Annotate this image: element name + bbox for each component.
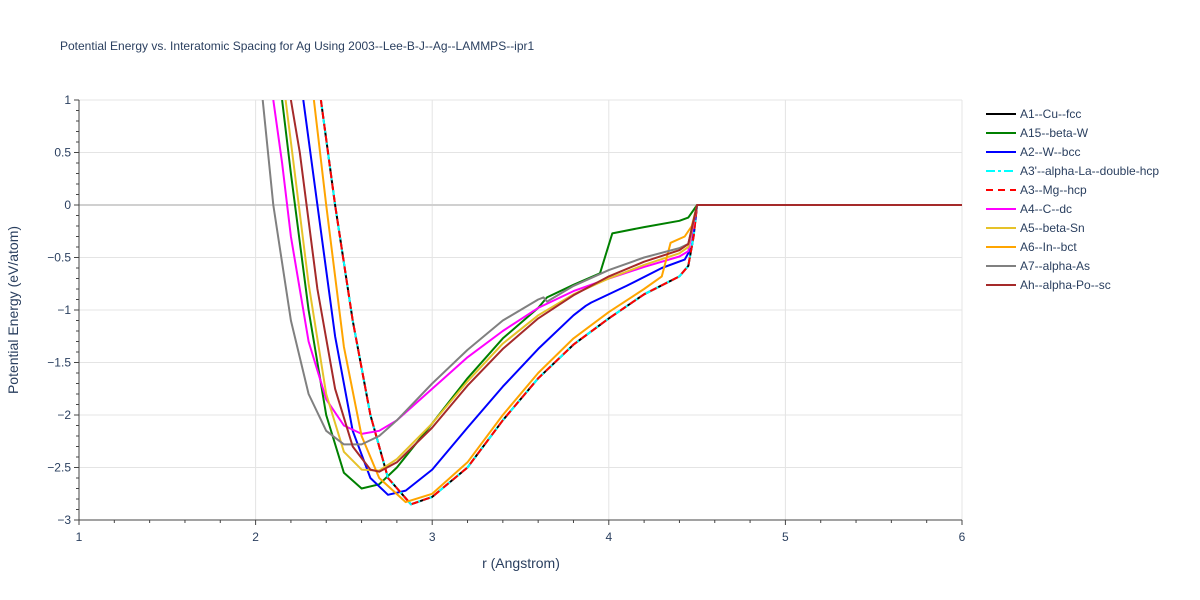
legend-item[interactable]: A5--beta-Sn <box>986 221 1085 235</box>
legend-item[interactable]: A15--beta-W <box>986 126 1089 140</box>
series-line-6[interactable] <box>284 100 962 472</box>
chart-title: Potential Energy vs. Interatomic Spacing… <box>60 39 535 53</box>
legend-item[interactable]: Ah--alpha-Po--sc <box>986 278 1111 292</box>
x-tick-label: 2 <box>252 530 259 544</box>
y-tick-label: −1 <box>57 303 71 317</box>
legend-item[interactable]: A6--In--bct <box>986 240 1077 254</box>
series-line-5[interactable] <box>272 100 962 435</box>
plot-area[interactable] <box>261 100 962 506</box>
legend-label: A6--In--bct <box>1020 240 1077 254</box>
legend-label: A3--Mg--hcp <box>1020 183 1087 197</box>
y-tick-label: −0.5 <box>47 251 71 265</box>
legend-item[interactable]: A3'--alpha-La--double-hcp <box>986 164 1159 178</box>
y-tick-label: 0.5 <box>54 146 71 160</box>
y-tick-label: 1 <box>64 93 71 107</box>
legend-item[interactable]: A3--Mg--hcp <box>986 183 1087 197</box>
x-tick-label: 5 <box>782 530 789 544</box>
legend-label: A2--W--bcc <box>1020 145 1080 159</box>
legend-label: A5--beta-Sn <box>1020 221 1085 235</box>
series-line-9[interactable] <box>289 100 962 473</box>
legend[interactable]: A1--Cu--fcc A15--beta-W A2--W--bcc A3'--alp… <box>986 107 1159 292</box>
legend-item[interactable]: A1--Cu--fcc <box>986 107 1081 121</box>
y-tick-label: −2 <box>57 408 71 422</box>
legend-label: A3'--alpha-La--double-hcp <box>1020 164 1159 178</box>
y-tick-label: 0 <box>64 198 71 212</box>
x-tick-label: 6 <box>959 530 966 544</box>
legend-label: Ah--alpha-Po--sc <box>1020 278 1111 292</box>
series-line-1[interactable] <box>281 100 962 490</box>
legend-label: A15--beta-W <box>1020 126 1089 140</box>
x-axis-title: r (Angstrom) <box>482 555 560 571</box>
axis-layer: 1 2 3 4 5 6 1 0.5 0 −0.5 −1 −1.5 −2 −2.5 −3 <box>47 93 965 544</box>
y-tick-label: −1.5 <box>47 356 71 370</box>
legend-item[interactable]: A2--W--bcc <box>986 145 1080 159</box>
legend-label: A1--Cu--fcc <box>1020 107 1081 121</box>
legend-label: A7--alpha-As <box>1020 259 1090 273</box>
y-tick-label: −2.5 <box>47 461 71 475</box>
x-tick-label: 3 <box>429 530 436 544</box>
x-tick-label: 1 <box>76 530 83 544</box>
y-tick-label: −3 <box>57 513 71 527</box>
y-axis-title: Potential Energy (eV/atom) <box>5 226 21 394</box>
series-line-4[interactable] <box>319 100 962 506</box>
series-line-7[interactable] <box>312 100 962 504</box>
legend-label: A4--C--dc <box>1020 202 1072 216</box>
x-tick-label: 4 <box>605 530 612 544</box>
series-line-8[interactable] <box>261 100 962 446</box>
legend-item[interactable]: A7--alpha-As <box>986 259 1090 273</box>
grid-layer <box>79 99 963 520</box>
series-line-2[interactable] <box>302 100 962 496</box>
legend-item[interactable]: A4--C--dc <box>986 202 1072 216</box>
